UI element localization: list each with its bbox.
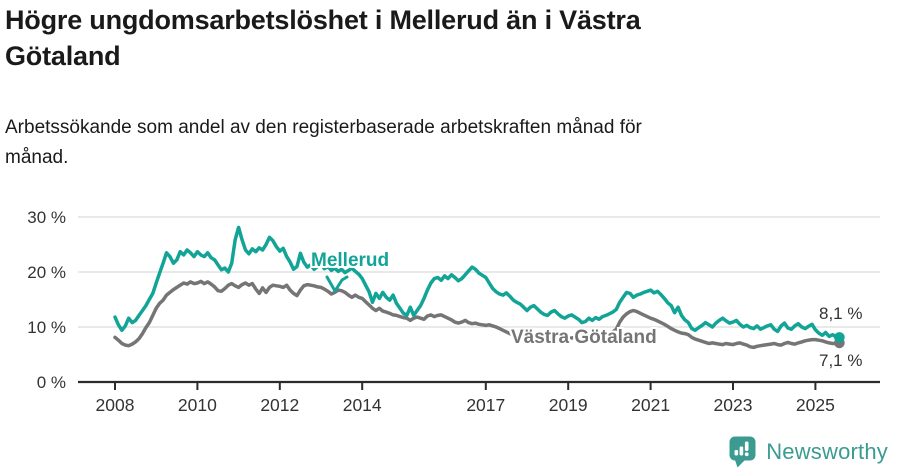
y-tick-label: 10 % [27, 318, 66, 337]
end-value-label-vastra-gotaland: 7,1 % [819, 351, 863, 370]
x-tick-label: 2010 [178, 395, 217, 415]
series-line-mellerud [113, 225, 842, 340]
series-line-vastra-gotaland [113, 279, 842, 350]
newsworthy-branding: Newsworthy [728, 435, 888, 468]
y-tick-label: 20 % [27, 263, 66, 282]
x-tick-label: 2025 [796, 395, 835, 415]
newsworthy-logo-icon [729, 436, 756, 468]
x-tick-label: 2008 [96, 395, 135, 415]
x-tick-label: 2023 [714, 395, 753, 415]
x-tick-label: 2019 [549, 395, 588, 415]
x-tick-label: 2021 [631, 395, 670, 415]
mellerud-label-arrow-icon [325, 275, 349, 293]
x-tick-label: 2012 [260, 395, 299, 415]
x-tick-label: 2017 [466, 395, 505, 415]
y-tick-label: 30 % [27, 208, 66, 227]
x-tick-label: 2014 [343, 395, 382, 415]
series-label-vastra-gotaland: Västra Götaland [511, 327, 657, 348]
newsworthy-logo-text: Newsworthy [766, 438, 888, 464]
chart-subtitle: Arbetssökande som andel av den registerb… [5, 117, 642, 168]
chart-title: Högre ungdomsarbetslöshet i Mellerud än … [5, 5, 641, 71]
end-value-label-mellerud: 8,1 % [819, 304, 863, 323]
series-label-mellerud: Mellerud [311, 250, 390, 271]
end-dot-mellerud [834, 332, 845, 343]
y-tick-label: 0 % [37, 373, 66, 392]
